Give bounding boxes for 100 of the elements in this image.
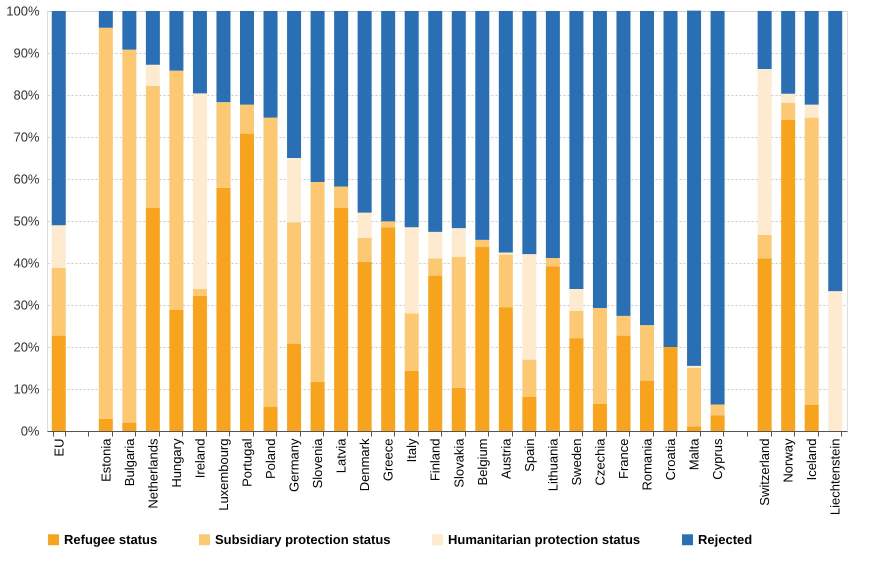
bar <box>334 186 348 208</box>
bar <box>146 11 160 65</box>
bar <box>616 11 630 316</box>
bar <box>358 212 372 238</box>
y-tick-label: 60% <box>13 172 40 186</box>
bar <box>428 232 442 258</box>
bar <box>404 11 419 228</box>
bar <box>428 11 442 232</box>
bar <box>169 70 184 310</box>
bar <box>428 258 442 276</box>
bar <box>52 268 66 336</box>
bar <box>404 313 419 371</box>
bar <box>52 225 66 268</box>
bar <box>522 360 536 397</box>
bar <box>687 10 702 366</box>
bar <box>710 415 725 431</box>
x-tick-label: Poland <box>263 438 278 479</box>
bar <box>98 28 113 419</box>
x-tick-label: Portugal <box>240 438 254 487</box>
x-tick-label: Ireland <box>192 438 208 478</box>
bar <box>452 388 466 431</box>
bar <box>640 380 654 431</box>
legend-label: Humanitarian protection status <box>448 532 640 547</box>
bar <box>169 310 184 431</box>
bar <box>264 118 278 407</box>
bar <box>358 262 372 431</box>
bar <box>334 11 348 187</box>
x-tick-label: Hungary <box>168 438 184 488</box>
bar <box>310 382 325 431</box>
x-tick-label: Netherlands <box>145 438 160 509</box>
y-tick-label: 20% <box>13 340 40 354</box>
bar <box>640 11 654 326</box>
bar <box>52 336 66 431</box>
bar <box>310 11 325 182</box>
bar <box>404 227 419 314</box>
bar <box>498 11 513 252</box>
bar <box>522 11 536 254</box>
bar <box>240 134 254 431</box>
x-tick-label: Spain <box>522 438 537 472</box>
bar <box>664 347 678 431</box>
y-tick-label: 100% <box>6 4 40 18</box>
y-tick-label: 50% <box>13 214 40 228</box>
x-tick-label: Latvia <box>334 438 349 474</box>
bar <box>192 93 207 290</box>
x-tick-label: France <box>616 438 631 479</box>
bar <box>381 11 396 222</box>
bar <box>98 418 113 431</box>
x-tick-label: Croatia <box>663 438 678 480</box>
bar <box>592 404 607 431</box>
bar <box>804 104 819 118</box>
bar <box>192 11 207 94</box>
bar <box>122 422 136 431</box>
bar <box>758 68 772 235</box>
bar <box>569 11 584 290</box>
bar <box>664 11 678 347</box>
bar <box>428 276 442 431</box>
bar <box>146 208 160 431</box>
bar <box>452 228 466 257</box>
bar <box>216 102 230 188</box>
bar <box>146 86 160 208</box>
legend-label: Refugee status <box>64 532 158 547</box>
y-tick-label: 90% <box>13 46 40 60</box>
bar <box>804 118 819 405</box>
bar <box>452 256 466 388</box>
bar <box>687 426 702 431</box>
bar <box>475 11 490 240</box>
x-tick-label: Norway <box>780 438 796 483</box>
bar <box>122 50 136 423</box>
y-tick-label: 10% <box>13 382 40 396</box>
x-tick-label: Switzerland <box>757 438 772 506</box>
x-tick-label: Lithuania <box>545 438 560 492</box>
x-tick-label: Iceland <box>804 438 820 480</box>
x-tick-label: Malta <box>686 438 702 470</box>
bar <box>781 11 796 94</box>
bar <box>710 11 725 405</box>
bar <box>216 11 230 102</box>
bar <box>569 338 584 431</box>
bar <box>498 254 513 308</box>
bar <box>498 308 513 431</box>
bar <box>216 188 230 431</box>
bar <box>240 104 254 134</box>
y-tick-label: 80% <box>13 88 40 102</box>
x-tick-label: Slovenia <box>310 438 326 488</box>
bar <box>781 102 796 120</box>
bar <box>616 336 630 431</box>
bar <box>52 11 66 226</box>
bar <box>546 11 560 258</box>
y-tick-label: 30% <box>13 298 40 312</box>
bar <box>122 11 136 50</box>
bar <box>452 11 466 228</box>
legend-label: Subsidiary protection status <box>215 532 391 547</box>
x-tick-label: Czechia <box>592 438 608 486</box>
bar <box>546 266 560 431</box>
bar <box>192 289 207 296</box>
bar <box>569 289 584 311</box>
bar <box>592 308 607 404</box>
bar <box>264 11 278 118</box>
bar <box>287 344 302 431</box>
bar <box>592 11 607 308</box>
legend-label: Rejected <box>698 532 752 547</box>
